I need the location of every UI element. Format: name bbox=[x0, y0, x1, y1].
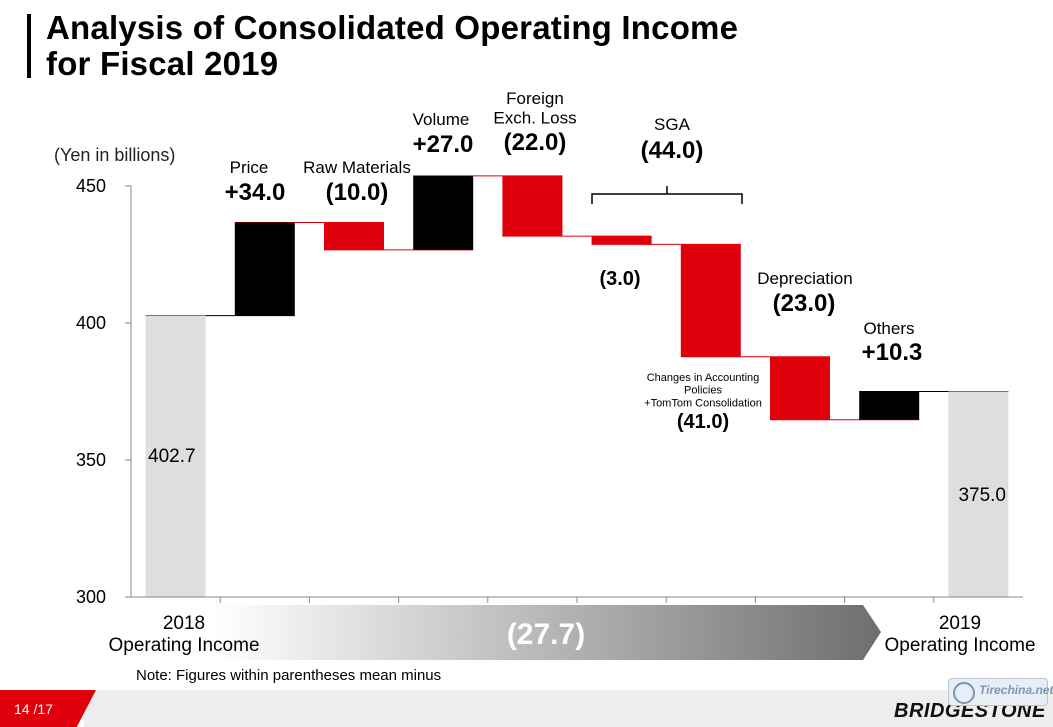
unit-label: (Yen in billions) bbox=[54, 145, 175, 165]
bar-decrease bbox=[770, 356, 830, 420]
bar-increase bbox=[234, 222, 295, 316]
step-label-raw-materials: Raw Materials bbox=[303, 158, 411, 177]
title-accent-bar bbox=[27, 14, 31, 78]
bar-total bbox=[948, 391, 1009, 597]
title-line-1: Analysis of Consolidated Operating Incom… bbox=[46, 9, 739, 46]
value-label-2018: 402.7 bbox=[148, 446, 196, 467]
step-label-fx-loss: Foreign bbox=[506, 89, 564, 108]
waterfall-chart: 300 350 400 450 (Yen in billions) 402.7 375.0 P… bbox=[54, 89, 1036, 660]
net-change-label: (27.7) bbox=[507, 618, 585, 651]
watermark-text: Tirechina.net bbox=[979, 683, 1053, 697]
value-label-depreciation: (23.0) bbox=[773, 290, 836, 317]
value-label-fx-loss: (22.0) bbox=[504, 129, 567, 156]
bar-decrease bbox=[591, 236, 652, 245]
x-label-2019: 2019 bbox=[939, 613, 981, 634]
footnote: Note: Figures within parentheses mean mi… bbox=[136, 667, 442, 684]
step-label-accounting-changes: Policies bbox=[684, 385, 722, 397]
net-change-arrow bbox=[215, 605, 881, 660]
watermark: Tirechina.net bbox=[948, 678, 1053, 706]
bar-increase bbox=[413, 175, 474, 250]
bar-total bbox=[145, 315, 206, 597]
step-label-fx-loss: Exch. Loss bbox=[493, 109, 576, 128]
x-label-2018: 2018 bbox=[163, 613, 205, 634]
value-label-price: +34.0 bbox=[225, 179, 286, 206]
watermark-icon bbox=[953, 682, 975, 704]
step-label-price: Price bbox=[230, 158, 269, 177]
step-label-others: Others bbox=[863, 319, 914, 338]
value-label-others: +10.3 bbox=[862, 339, 923, 366]
value-label-volume: +27.0 bbox=[413, 131, 474, 158]
footer-bar bbox=[84, 690, 1053, 727]
step-label-volume: Volume bbox=[413, 110, 470, 129]
value-label-raw-materials: (10.0) bbox=[326, 179, 389, 206]
value-label-sga: (44.0) bbox=[641, 137, 704, 164]
step-label-accounting-changes: Changes in Accounting bbox=[647, 372, 760, 384]
bar-decrease bbox=[680, 244, 741, 357]
title-line-2: for Fiscal 2019 bbox=[46, 45, 279, 82]
value-label-2019: 375.0 bbox=[958, 485, 1006, 506]
value-label-accounting-changes: (41.0) bbox=[677, 411, 729, 433]
sga-bracket bbox=[591, 186, 743, 204]
x-label-2019: Operating Income bbox=[884, 635, 1035, 656]
y-tick-label: 400 bbox=[76, 313, 106, 333]
bar-decrease bbox=[324, 222, 384, 250]
page-title: Analysis of Consolidated Operating Incom… bbox=[46, 10, 738, 82]
group-label-sga: SGA bbox=[654, 115, 691, 134]
page-number: 14 /17 bbox=[14, 701, 53, 717]
y-tick-label: 350 bbox=[76, 450, 106, 470]
value-label-sga-part: (3.0) bbox=[599, 268, 640, 290]
y-tick-label: 450 bbox=[76, 176, 106, 196]
bar-decrease bbox=[502, 175, 563, 237]
y-tick-label: 300 bbox=[76, 587, 106, 607]
x-label-2018: Operating Income bbox=[108, 635, 259, 656]
bar-increase bbox=[859, 391, 920, 420]
step-label-accounting-changes: +TomTom Consolidation bbox=[644, 397, 762, 409]
footer-page-tab bbox=[0, 690, 96, 727]
step-label-depreciation: Depreciation bbox=[757, 269, 852, 288]
